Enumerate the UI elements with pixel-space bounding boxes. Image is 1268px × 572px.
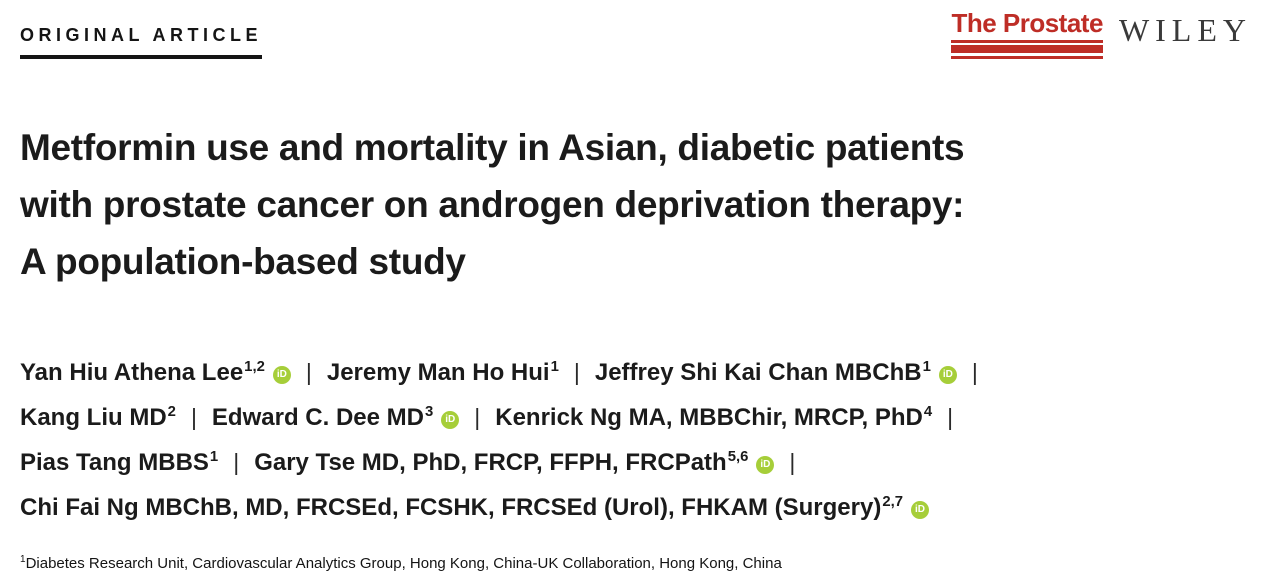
- author-affiliation-superscript: 5,6: [727, 449, 749, 465]
- article-title-line: Metformin use and mortality in Asian, di…: [20, 127, 965, 168]
- author-name: Kenrick Ng MA, MBBChir, MRCP, PhD4: [495, 404, 933, 431]
- article-title-line: with prostate cancer on androgen depriva…: [20, 184, 965, 225]
- author-separator: |: [971, 359, 978, 385]
- author-line: Chi Fai Ng MBChB, MD, FRCSEd, FCSHK, FRC…: [20, 485, 1268, 530]
- article-title-line: A population-based study: [20, 241, 466, 282]
- author-name: Kang Liu MD2: [20, 404, 176, 431]
- author-affiliation-superscript: 4: [923, 404, 933, 420]
- author-line: Pias Tang MBBS1 | Gary Tse MD, PhD, FRCP, …: [20, 440, 1268, 485]
- author-line: Kang Liu MD2 | Edward C. Dee MD3 iD | Kenrick…: [20, 395, 1268, 440]
- author-affiliation-superscript: 2: [167, 404, 176, 420]
- author-affiliation-superscript: 1: [922, 359, 931, 375]
- author-name: Gary Tse MD, PhD, FRCP, FFPH, FRCPath5,6: [254, 449, 749, 476]
- author-affiliation-superscript: 3: [424, 404, 434, 420]
- author-lines: Yan Hiu Athena Lee1,2 iD | Jeremy Man Ho Hu…: [20, 350, 1268, 530]
- author-affiliation-superscript: 2,7: [882, 494, 903, 510]
- wiley-logo: WILEY: [1118, 12, 1252, 48]
- prostate-logo-thick-bar: [951, 45, 1103, 53]
- author-name: Jeremy Man Ho Hui1: [326, 359, 559, 386]
- author-separator: |: [305, 359, 312, 385]
- author-name: Edward C. Dee MD3: [211, 404, 434, 431]
- orcid-icon[interactable]: iD: [911, 501, 929, 519]
- author-affiliation-superscript: 1: [550, 359, 559, 375]
- orcid-icon[interactable]: iD: [938, 366, 957, 384]
- author-name: Jeffrey Shi Kai Chan MBChB1: [594, 359, 931, 386]
- author-name: Yan Hiu Athena Lee1,2: [20, 359, 265, 386]
- author-affiliation-superscript: 1: [209, 449, 219, 465]
- prostate-logo-thin-bar: [951, 56, 1103, 59]
- author-separator: |: [573, 359, 580, 385]
- author-name: Pias Tang MBBS1: [20, 449, 219, 476]
- author-separator: |: [233, 449, 240, 475]
- affiliation-text: Diabetes Research Unit, Cardiovascular A…: [25, 555, 782, 572]
- author-affiliation-superscript: 1,2: [244, 359, 265, 375]
- orcid-icon[interactable]: iD: [272, 366, 291, 384]
- author-separator: |: [190, 404, 197, 430]
- orcid-icon[interactable]: iD: [756, 456, 775, 474]
- author-separator: |: [789, 449, 796, 475]
- author-separator: |: [474, 404, 481, 430]
- article-title: Metformin use and mortality in Asian, di…: [20, 119, 1248, 290]
- author-line: Yan Hiu Athena Lee1,2 iD | Jeremy Man Ho Hu…: [20, 350, 1268, 395]
- author-separator: |: [947, 404, 954, 430]
- article-type-label: ORIGINAL ARTICLE: [20, 25, 262, 59]
- orcid-icon[interactable]: iD: [441, 411, 460, 429]
- author-name: Chi Fai Ng MBChB, MD, FRCSEd, FCSHK, FRC…: [20, 494, 903, 521]
- the-prostate-wordmark: The Prostate: [951, 8, 1103, 43]
- affiliation-footnote: 1Diabetes Research Unit, Cardiovascular …: [20, 555, 1268, 572]
- affiliation-sup: 1: [20, 554, 26, 565]
- the-prostate-logo: The Prostate: [951, 8, 1103, 59]
- journal-logos: The Prostate WILEY: [951, 8, 1252, 59]
